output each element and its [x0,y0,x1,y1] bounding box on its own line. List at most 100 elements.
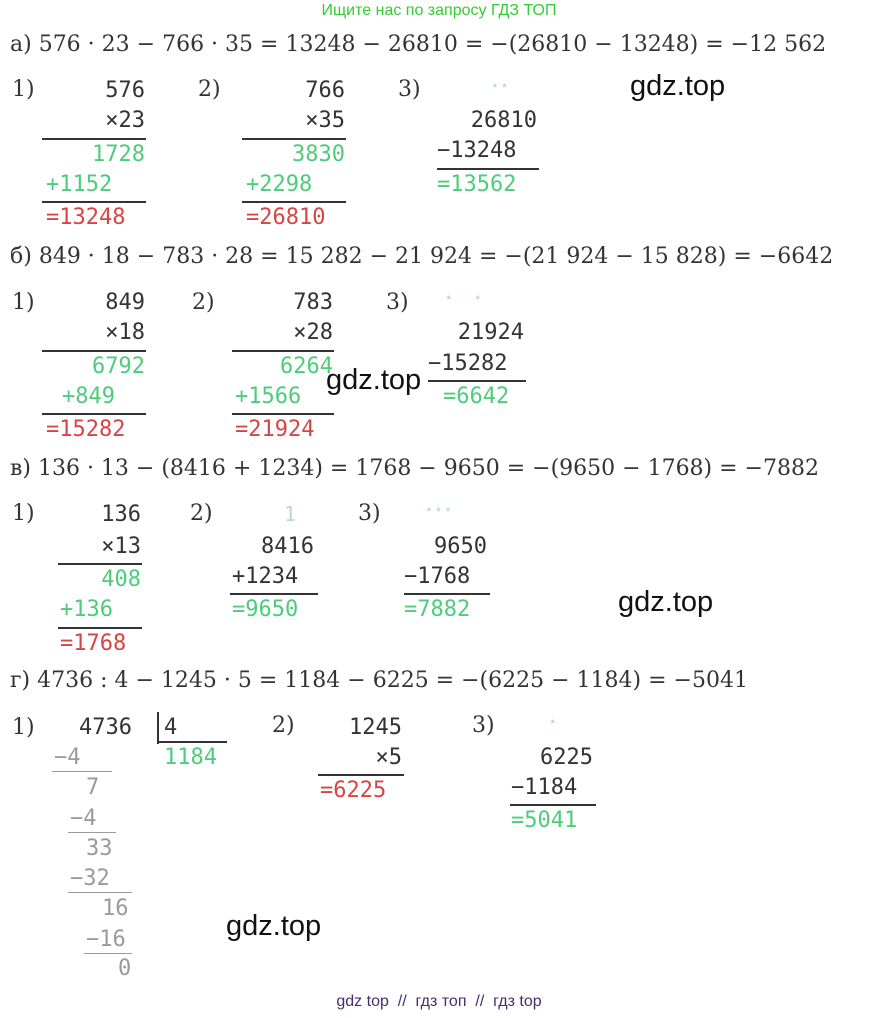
product-result: =26810 [246,205,326,230]
minuend: 21924 [457,320,524,345]
footer-credits: gdz top // гдз топ // гдз top [336,993,542,1010]
label-3: 3) [472,713,495,738]
rule [68,832,116,833]
subtrahend: −13248 [437,138,517,163]
multiplier: ×35 [305,108,345,133]
product-result: =1768 [60,631,127,656]
rule [52,771,112,772]
subtrahend: −15282 [428,351,508,376]
label-1: 1) [12,290,35,315]
watermark: gdz.top [326,364,422,396]
division-step: −4 [70,806,97,831]
multiplier: ×18 [105,320,145,345]
product-result: =6225 [320,778,387,803]
partial-product: 3830 [292,142,345,167]
borrow-marks: ⋆⋆⋆ [424,500,453,519]
partial-product: +2298 [246,172,313,197]
division-remainder: 7 [86,775,100,800]
product-result: =21924 [235,417,315,442]
product-result: =13248 [46,205,126,230]
subtrahend: −1768 [404,564,471,589]
label-3: 3) [398,77,421,102]
equation-v: в) 136 · 13 − (8416 + 1234) = 1768 − 965… [10,456,819,481]
minuend: 6225 [540,745,593,770]
watermark: gdz.top [226,910,322,942]
partial-product: +1152 [46,172,113,197]
rule [404,593,490,595]
label-1: 1) [12,501,35,526]
label-1: 1) [12,715,35,740]
rule [42,138,146,140]
division-step: −32 [70,866,110,891]
watermark: gdz.top [630,70,726,102]
multiplier: ×5 [375,745,403,770]
multiplier: ×13 [101,534,141,559]
equation-b: б) 849 · 18 − 783 · 28 = 15 282 − 21 924… [10,244,834,269]
borrow-marks: ⋆⋆ [490,76,510,95]
partial-product: 408 [101,567,141,592]
partial-product: +849 [62,384,115,409]
borrow-marks: ⋆ ⋆ [444,288,483,307]
multiplicand: 1245 [349,715,402,740]
divisor: 4 [164,715,178,740]
rule [242,138,346,140]
label-3: 3) [386,290,409,315]
carry-mark: 1 [284,502,297,526]
division-step: −4 [54,745,81,770]
minuend: 9650 [434,534,487,559]
partial-product: +1566 [235,384,302,409]
search-banner: Ищите нас по запросу ГДЗ ТОП [321,2,557,19]
difference-result: =5041 [511,808,578,833]
division-rule [157,741,227,743]
rule [42,413,146,415]
rule [510,804,596,806]
product-result: =15282 [46,417,126,442]
division-remainder: 0 [118,956,132,981]
division-step: −16 [86,927,126,952]
rule [42,350,146,352]
rule [68,892,132,893]
multiplicand: 783 [293,290,333,315]
subtrahend: −1184 [511,775,578,800]
addend: 8416 [261,534,314,559]
rule [242,201,346,203]
minuend: 26810 [470,108,537,133]
rule [437,168,539,170]
label-2: 2) [198,77,221,102]
sum-result: =9650 [232,597,299,622]
multiplicand: 766 [305,78,345,103]
equation-g: г) 4736 : 4 − 1245 · 5 = 1184 − 6225 = −… [10,668,748,693]
division-remainder: 33 [86,836,113,861]
rule [58,627,142,629]
watermark: gdz.top [618,586,714,618]
dividend: 4736 [79,715,132,740]
label-2: 2) [272,713,295,738]
difference-result: =6642 [443,384,510,409]
multiplier: ×23 [105,108,145,133]
rule [232,350,334,352]
rule [428,380,526,382]
label-3: 3) [358,501,381,526]
multiplicand: 136 [101,502,141,527]
rule [232,413,334,415]
label-1: 1) [12,77,35,102]
borrow-marks: ⋆ [548,712,558,731]
quotient: 1184 [164,745,217,770]
division-remainder: 16 [102,896,129,921]
multiplicand: 576 [105,78,145,103]
rule [58,563,142,565]
partial-product: +136 [60,597,113,622]
partial-product: 1728 [92,142,145,167]
partial-product: 6792 [92,354,145,379]
rule [84,953,132,954]
multiplicand: 849 [105,290,145,315]
label-2: 2) [190,501,213,526]
label-2: 2) [192,290,215,315]
addend: +1234 [232,564,299,589]
rule [42,201,146,203]
difference-result: =13562 [437,172,517,197]
multiplier: ×28 [293,320,333,345]
rule [318,774,404,776]
division-bar [157,712,159,744]
equation-a: а) 576 · 23 − 766 · 35 = 13248 − 26810 =… [10,32,827,57]
